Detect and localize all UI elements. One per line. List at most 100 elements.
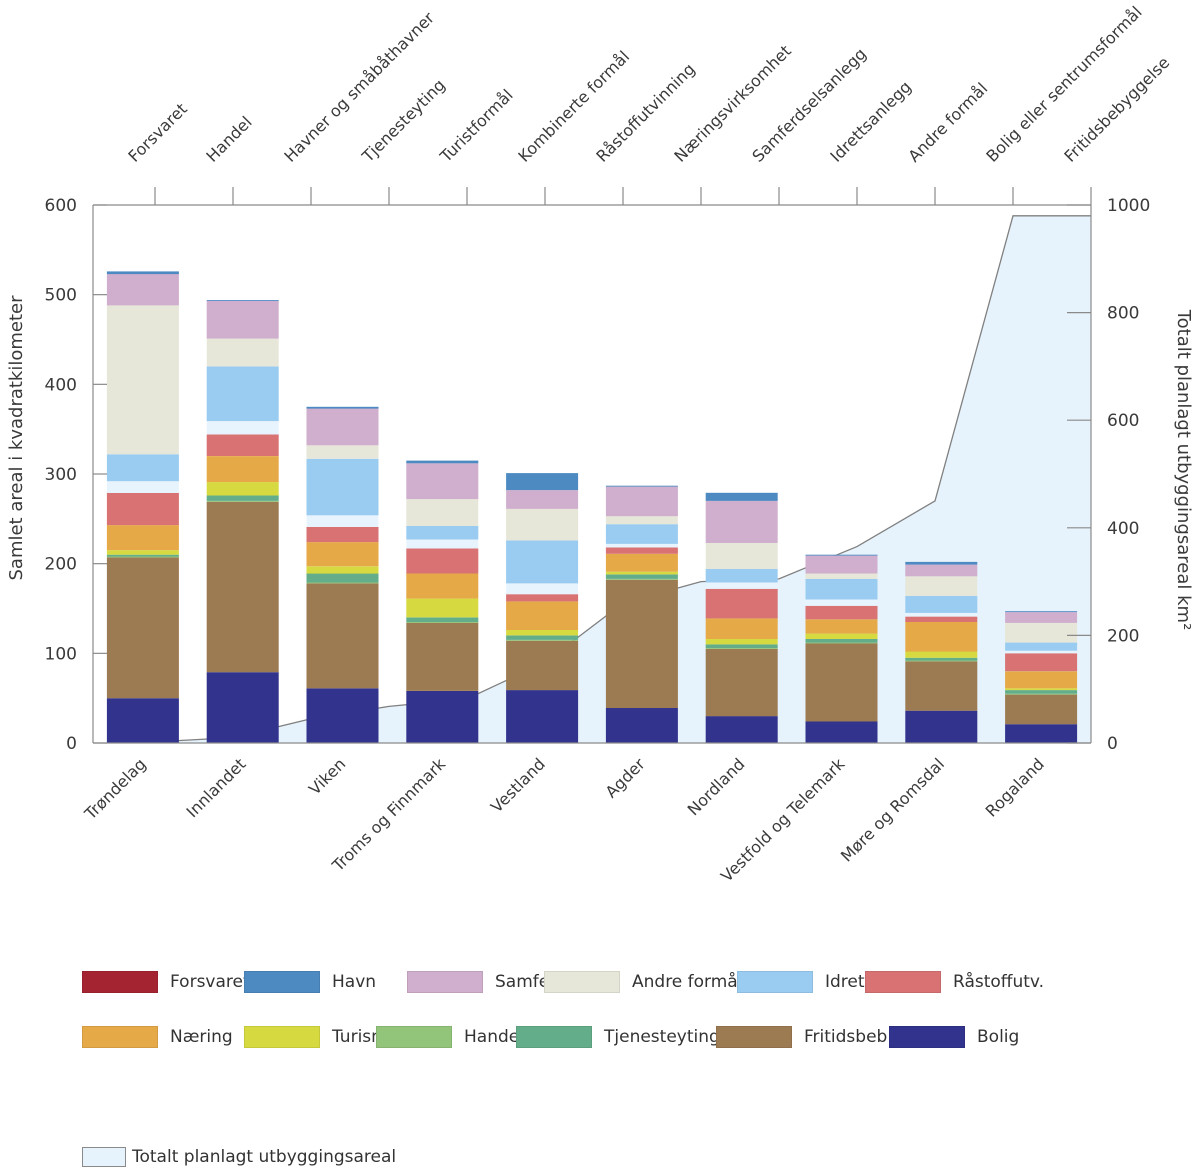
legend-item: Forsvaret [82, 971, 250, 993]
bar-segment-andre-formål [506, 509, 579, 541]
top-category-label: Forsvaret [124, 99, 190, 165]
bar-segment-råstoffutv- [306, 526, 379, 543]
legend-swatch [407, 971, 483, 993]
bar-segment-samferdsel [605, 486, 678, 517]
legend-swatch [889, 1026, 965, 1048]
bar-segment-tjenesteyting [306, 573, 379, 583]
x-tick-label: Rogaland [982, 754, 1048, 820]
bar-segment-råstoffutv- [905, 616, 978, 622]
bar-segment-næring [905, 622, 978, 652]
bar-segment-turisme [1005, 688, 1078, 691]
legend-label: Andre formål [632, 972, 743, 992]
bar-segment-andre-formål [905, 576, 978, 596]
legend-label: Handel [464, 1027, 524, 1047]
bar-segment-samferdsel [905, 564, 978, 577]
bar-segment-ukjent [506, 583, 579, 595]
legend-swatch [516, 1026, 592, 1048]
bar-segment-samferdsel [306, 408, 379, 446]
bar-segment-havn [805, 554, 878, 556]
bar-segment-fritidsbeb- [206, 501, 279, 673]
bar-segment-næring [306, 542, 379, 567]
y-tick-label: 600 [45, 196, 77, 216]
bar-segment-ukjent [805, 599, 878, 606]
top-category-label: Andre formål [904, 79, 991, 166]
legend-label: Fritidsbeb. [804, 1027, 893, 1047]
bar-segment-tjenesteyting [605, 574, 678, 579]
top-category-label: Idrettsanlegg [826, 77, 915, 166]
y-tick-label: 100 [45, 644, 77, 664]
legend-item: Tjenesteyting [516, 1026, 720, 1048]
bar-segment-ukjent [605, 543, 678, 548]
bar-segment-næring [106, 525, 179, 551]
y-tick-label: 0 [66, 734, 77, 754]
legend-label: Idrett [825, 972, 872, 992]
x-tick-label: Vestland [487, 754, 549, 816]
y2-tick-label: 800 [1107, 304, 1139, 324]
bar-segment-bolig [506, 690, 579, 743]
bar-segment-samferdsel [705, 500, 778, 543]
bar-segment-handel [206, 500, 279, 502]
bar-segment-næring [206, 456, 279, 483]
legend-item: Handel [376, 1026, 524, 1048]
y2-tick-label: 400 [1107, 519, 1139, 539]
bar-segment-tjenesteyting [406, 617, 479, 622]
legend-label: Havn [332, 972, 377, 992]
legend-swatch [376, 1026, 452, 1048]
x-tick-label: Møre og Romsdal [837, 754, 948, 865]
bar-segment-råstoffutv- [1005, 653, 1078, 672]
bar-segment-havn [206, 300, 279, 301]
legend-swatch [716, 1026, 792, 1048]
bar-segment-andre-formål [805, 573, 878, 579]
bar-segment-idrett [905, 595, 978, 613]
bar-segment-turisme [705, 639, 778, 645]
bar-stack [1005, 611, 1078, 743]
bar-segment-idrett [506, 540, 579, 584]
bar-stack [406, 460, 479, 743]
legend-swatch-area [82, 1147, 126, 1167]
x-tick-label: Nordland [684, 754, 749, 819]
legend-item: Bolig [889, 1026, 1019, 1048]
bar-segment-bolig [905, 710, 978, 743]
bar-segment-havn [406, 460, 479, 464]
bar-segment-idrett [306, 458, 379, 516]
bar-segment-tjenesteyting [506, 635, 579, 640]
bar-segment-ukjent [905, 613, 978, 617]
bar-segment-bolig [605, 708, 678, 743]
bar-segment-turisme [805, 633, 878, 639]
bar-segment-havn [106, 271, 179, 275]
bar-segment-fritidsbeb- [106, 557, 179, 699]
y-tick-label: 300 [45, 465, 77, 485]
bar-segment-havn [1005, 611, 1078, 613]
bar-segment-fritidsbeb- [705, 648, 778, 717]
bar-segment-samferdsel [805, 555, 878, 574]
y-tick-label: 400 [45, 375, 77, 395]
legend-item-area: Totalt planlagt utbyggingsareal [82, 1147, 396, 1167]
bar-segment-idrett [406, 526, 479, 540]
top-category-label: Turistformål [436, 85, 517, 166]
bar-segment-andre-formål [1005, 622, 1078, 643]
y2-axis-title: Totalt planlagt utbyggingsareal km² [1173, 309, 1194, 631]
bar-segment-ukjent [106, 481, 179, 493]
bar-segment-idrett [605, 524, 678, 544]
bar-stack [206, 300, 279, 743]
bar-segment-ukjent [406, 539, 479, 549]
bar-segment-idrett [805, 578, 878, 600]
top-category-label: Bolig eller sentrumsformål [982, 3, 1145, 166]
bar-segment-handel [705, 648, 778, 649]
bar-segment-idrett [705, 569, 778, 583]
bar-segment-tjenesteyting [805, 639, 878, 643]
bar-segment-tjenesteyting [1005, 690, 1078, 694]
x-tick-label: Trøndelag [80, 754, 150, 824]
legend-label: Næring [170, 1027, 233, 1047]
legend-row: Næring Turisme Handel Tjenesteyting Fritidsb… [82, 1023, 1082, 1051]
bar-stack [106, 271, 179, 743]
bar-segment-andre-formål [406, 499, 479, 526]
bar-segment-idrett [106, 454, 179, 482]
bar-segment-råstoffutv- [406, 548, 479, 574]
bar-stack [605, 485, 678, 743]
x-tick-label: Innlandet [183, 754, 250, 821]
legend-label: Bolig [977, 1027, 1020, 1047]
legend: Forsvaret Havn Samferdsel Andre formål Idret… [82, 968, 1082, 1078]
y2-tick-label: 1000 [1107, 196, 1150, 216]
